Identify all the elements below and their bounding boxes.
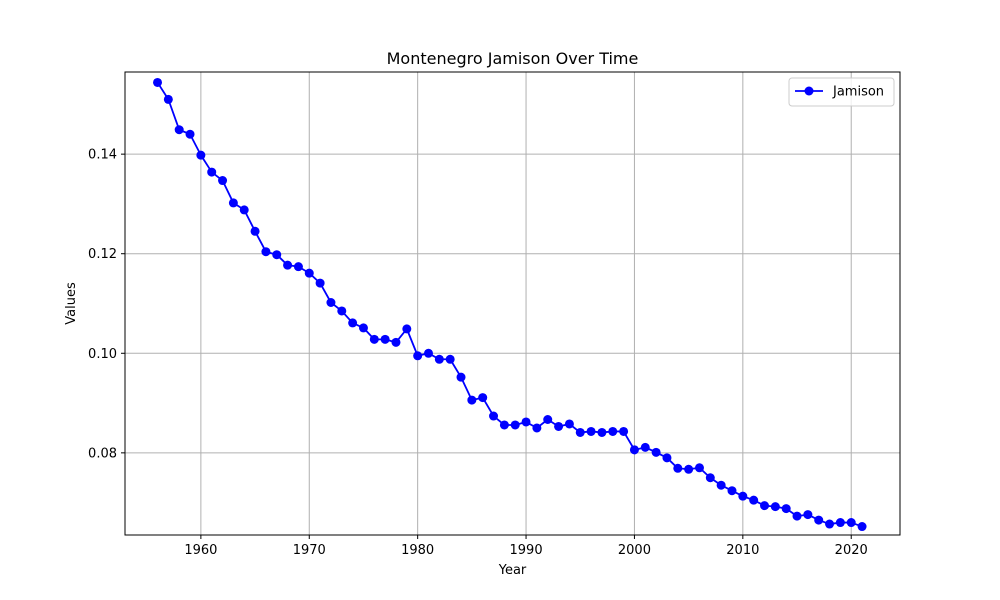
data-point	[478, 393, 488, 403]
data-point	[564, 419, 574, 429]
data-point	[857, 522, 867, 532]
data-point	[174, 125, 184, 135]
x-tick-label: 1990	[510, 543, 543, 558]
data-point	[445, 354, 455, 364]
x-tick-label: 2020	[835, 543, 868, 558]
data-point	[261, 247, 271, 257]
data-point	[608, 426, 618, 436]
data-point	[489, 411, 499, 421]
data-point	[716, 480, 726, 490]
data-point	[619, 426, 629, 436]
y-axis: 0.08 0.10 0.12 0.14	[88, 148, 125, 461]
data-point	[760, 501, 770, 511]
y-tick-label: 0.10	[88, 347, 117, 362]
x-tick-label: 2000	[618, 543, 651, 558]
data-point	[283, 260, 293, 270]
data-point	[521, 417, 531, 427]
data-point	[803, 510, 813, 520]
data-point	[575, 427, 585, 437]
data-point	[846, 518, 856, 528]
data-point	[825, 519, 835, 529]
data-point	[434, 354, 444, 364]
grid	[125, 72, 900, 535]
data-point	[640, 442, 650, 452]
data-point	[510, 420, 520, 430]
data-point	[738, 491, 748, 501]
data-point	[293, 262, 303, 272]
data-point	[337, 306, 347, 316]
data-point	[597, 427, 607, 437]
data-point	[239, 205, 249, 215]
data-point	[153, 77, 163, 87]
data-point	[684, 464, 694, 474]
data-point	[163, 94, 173, 104]
data-point	[456, 372, 466, 382]
data-point	[694, 463, 704, 473]
legend-marker	[804, 86, 814, 96]
x-tick-label: 2010	[726, 543, 759, 558]
data-point	[792, 511, 802, 521]
data-point	[228, 198, 238, 208]
data-point	[358, 323, 368, 333]
data-point	[304, 268, 314, 278]
data-point	[272, 250, 282, 260]
y-axis-label: Values	[64, 282, 79, 325]
data-point	[749, 495, 759, 505]
y-tick-label: 0.14	[88, 148, 117, 163]
data-point	[196, 150, 206, 160]
data-point	[835, 518, 845, 528]
x-tick-label: 1980	[401, 543, 434, 558]
data-point	[543, 414, 553, 424]
data-point	[814, 515, 824, 525]
data-point	[662, 453, 672, 463]
data-point	[705, 473, 715, 483]
data-point	[467, 395, 477, 405]
data-point	[673, 463, 683, 473]
data-point	[499, 420, 509, 430]
data-point	[651, 447, 661, 457]
y-tick-label: 0.12	[88, 247, 117, 262]
chart-title: Montenegro Jamison Over Time	[387, 49, 639, 68]
data-point	[348, 318, 358, 328]
series-layer	[153, 77, 867, 532]
data-point	[391, 337, 401, 347]
data-point	[423, 348, 433, 358]
data-point	[207, 167, 217, 177]
data-point	[369, 334, 379, 344]
data-point	[629, 445, 639, 455]
data-point	[781, 504, 791, 514]
data-point	[586, 426, 596, 436]
data-point	[185, 129, 195, 139]
series-line	[156, 81, 863, 528]
data-point	[380, 334, 390, 344]
data-point	[218, 176, 228, 186]
data-point	[770, 502, 780, 512]
legend-box	[788, 77, 895, 107]
legend-label: Jamison	[832, 85, 884, 100]
data-point	[250, 226, 260, 236]
data-point	[727, 486, 737, 496]
x-axis-label: Year	[498, 563, 527, 578]
legend: Jamison	[788, 77, 895, 107]
data-point	[554, 421, 564, 431]
x-axis: 1960 1970 1980 1990 2000 2010 2020	[184, 535, 868, 558]
data-point	[326, 298, 336, 308]
data-point	[315, 278, 325, 288]
plot-frame	[124, 71, 901, 536]
x-tick-label: 1960	[184, 543, 217, 558]
data-point	[402, 324, 412, 334]
data-point	[532, 423, 542, 433]
x-tick-label: 1970	[293, 543, 326, 558]
y-tick-label: 0.08	[88, 446, 117, 461]
data-point	[413, 351, 423, 361]
